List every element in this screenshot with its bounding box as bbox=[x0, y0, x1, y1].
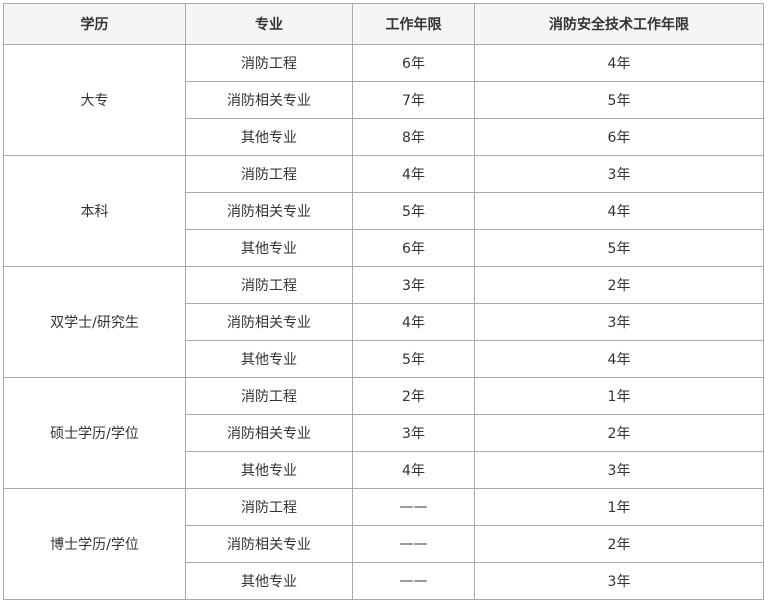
fire-safety-years-cell: 5年 bbox=[474, 229, 764, 267]
header-row: 学历 专业 工作年限 消防安全技术工作年限 bbox=[3, 3, 764, 45]
work-years-cell: 5年 bbox=[352, 340, 475, 378]
major-cell: 消防相关专业 bbox=[185, 525, 353, 563]
education-cell: 双学士/研究生 bbox=[3, 266, 186, 378]
table-row: 其他专业 8年 6年 bbox=[4, 118, 764, 156]
major-cell: 消防工程 bbox=[185, 377, 353, 415]
fire-safety-years-cell: 2年 bbox=[474, 525, 764, 563]
work-years-cell: 7年 bbox=[352, 81, 475, 119]
col-header-major: 专业 bbox=[185, 3, 353, 45]
major-cell: 其他专业 bbox=[185, 118, 353, 156]
table-row: 其他专业 —— 3年 bbox=[4, 562, 764, 600]
table-row: 其他专业 4年 3年 bbox=[4, 451, 764, 489]
work-years-cell: —— bbox=[352, 562, 475, 600]
major-cell: 消防相关专业 bbox=[185, 192, 353, 230]
table-row: 硕士学历/学位 消防工程 2年 1年 bbox=[3, 377, 764, 489]
work-years-cell: 5年 bbox=[352, 192, 475, 230]
major-cell: 消防相关专业 bbox=[185, 303, 353, 341]
table-row: 消防相关专业 7年 5年 bbox=[4, 81, 764, 119]
fire-safety-years-cell: 3年 bbox=[474, 451, 764, 489]
work-years-cell: 2年 bbox=[352, 377, 475, 415]
fire-safety-years-cell: 4年 bbox=[474, 192, 764, 230]
major-cell: 消防工程 bbox=[185, 488, 353, 526]
fire-safety-years-cell: 1年 bbox=[474, 377, 764, 415]
work-years-cell: 4年 bbox=[352, 303, 475, 341]
fire-safety-years-cell: 3年 bbox=[474, 562, 764, 600]
fire-safety-years-cell: 5年 bbox=[474, 81, 764, 119]
table-row: 消防相关专业 5年 4年 bbox=[4, 192, 764, 230]
col-header-fire-safety-years: 消防安全技术工作年限 bbox=[474, 3, 764, 45]
col-header-work-years: 工作年限 bbox=[352, 3, 475, 45]
major-cell: 消防工程 bbox=[185, 155, 353, 193]
fire-safety-years-cell: 1年 bbox=[474, 488, 764, 526]
fire-safety-years-cell: 2年 bbox=[474, 266, 764, 304]
major-cell: 消防工程 bbox=[185, 44, 353, 82]
work-years-cell: —— bbox=[352, 525, 475, 563]
major-cell: 消防工程 bbox=[185, 266, 353, 304]
work-years-cell: 4年 bbox=[352, 451, 475, 489]
education-cell: 本科 bbox=[3, 155, 186, 267]
table-row: 双学士/研究生 消防工程 3年 2年 bbox=[3, 266, 764, 378]
work-years-cell: 6年 bbox=[352, 44, 475, 82]
fire-safety-years-cell: 2年 bbox=[474, 414, 764, 452]
major-cell: 其他专业 bbox=[185, 451, 353, 489]
requirements-table: 学历 专业 工作年限 消防安全技术工作年限 大专 消防工程 6年 4年 消防相关… bbox=[3, 3, 764, 600]
table-row: 消防相关专业 4年 3年 bbox=[4, 303, 764, 341]
education-cell: 硕士学历/学位 bbox=[3, 377, 186, 489]
fire-safety-years-cell: 3年 bbox=[474, 303, 764, 341]
table-row: 博士学历/学位 消防工程 —— 1年 bbox=[3, 488, 764, 600]
major-cell: 消防相关专业 bbox=[185, 81, 353, 119]
major-cell: 消防相关专业 bbox=[185, 414, 353, 452]
fire-safety-years-cell: 6年 bbox=[474, 118, 764, 156]
table-row: 大专 消防工程 6年 4年 bbox=[3, 44, 764, 156]
work-years-cell: 8年 bbox=[352, 118, 475, 156]
work-years-cell: 6年 bbox=[352, 229, 475, 267]
major-cell: 其他专业 bbox=[185, 340, 353, 378]
col-header-education: 学历 bbox=[3, 3, 186, 45]
education-cell: 大专 bbox=[3, 44, 186, 156]
table-row: 消防相关专业 —— 2年 bbox=[4, 525, 764, 563]
work-years-cell: 4年 bbox=[352, 155, 475, 193]
major-cell: 其他专业 bbox=[185, 229, 353, 267]
table-row: 其他专业 6年 5年 bbox=[4, 229, 764, 267]
table-row: 其他专业 5年 4年 bbox=[4, 340, 764, 378]
table-row: 本科 消防工程 4年 3年 bbox=[3, 155, 764, 267]
work-years-cell: 3年 bbox=[352, 414, 475, 452]
work-years-cell: —— bbox=[352, 488, 475, 526]
work-years-cell: 3年 bbox=[352, 266, 475, 304]
table-row: 消防相关专业 3年 2年 bbox=[4, 414, 764, 452]
fire-safety-years-cell: 4年 bbox=[474, 340, 764, 378]
major-cell: 其他专业 bbox=[185, 562, 353, 600]
fire-safety-years-cell: 3年 bbox=[474, 155, 764, 193]
fire-safety-years-cell: 4年 bbox=[474, 44, 764, 82]
education-cell: 博士学历/学位 bbox=[3, 488, 186, 600]
